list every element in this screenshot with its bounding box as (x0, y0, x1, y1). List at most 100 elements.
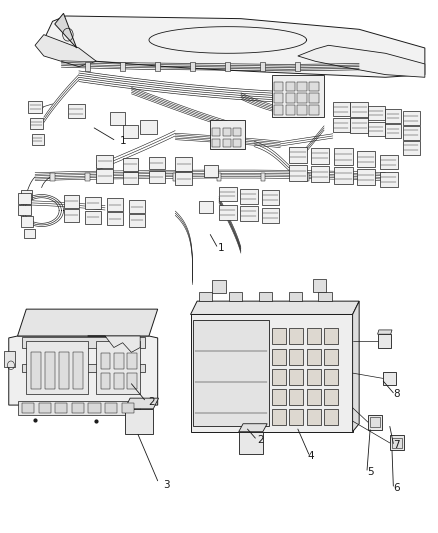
Bar (380, 155, 398, 169)
Bar (140, 120, 157, 134)
Bar (324, 369, 338, 385)
Bar (370, 417, 380, 427)
Bar (378, 334, 391, 348)
Bar (21, 216, 33, 227)
Bar (96, 169, 113, 183)
Bar (240, 206, 258, 221)
Bar (286, 82, 295, 91)
Bar (297, 93, 307, 103)
Bar (262, 208, 279, 223)
Bar (272, 349, 286, 365)
Bar (262, 190, 279, 205)
Bar (85, 62, 90, 71)
Bar (64, 195, 79, 208)
Bar (114, 353, 124, 369)
Bar (193, 320, 269, 426)
Bar (289, 165, 307, 181)
Bar (403, 111, 420, 125)
Bar (149, 157, 165, 169)
Bar (297, 105, 307, 115)
Bar (72, 403, 84, 413)
Bar (120, 62, 125, 71)
Bar (85, 211, 101, 224)
Bar (272, 328, 286, 344)
Bar (289, 409, 303, 425)
Bar (333, 102, 350, 116)
Bar (123, 125, 138, 138)
Bar (219, 187, 237, 201)
Bar (88, 403, 101, 413)
Bar (212, 139, 220, 147)
Text: 1: 1 (218, 243, 225, 253)
Bar (107, 212, 123, 225)
Bar (26, 341, 88, 394)
Polygon shape (55, 13, 77, 48)
Bar (324, 389, 338, 405)
Bar (30, 118, 43, 129)
Text: 7: 7 (393, 440, 400, 450)
Bar (21, 190, 32, 199)
Bar (233, 139, 241, 147)
Bar (233, 128, 241, 136)
Bar (64, 209, 79, 222)
Bar (212, 280, 226, 293)
Bar (350, 102, 368, 117)
Bar (334, 167, 353, 184)
Bar (289, 369, 303, 385)
Bar (259, 292, 272, 301)
Bar (68, 104, 85, 118)
Bar (240, 189, 258, 204)
Bar (334, 148, 353, 165)
Bar (368, 415, 382, 430)
Bar (348, 173, 353, 181)
Bar (295, 62, 300, 71)
Bar (274, 93, 283, 103)
Bar (313, 279, 326, 292)
Bar (45, 352, 55, 389)
Bar (311, 148, 329, 164)
Bar (289, 349, 303, 365)
Bar (261, 173, 265, 181)
Bar (309, 105, 319, 115)
Text: 8: 8 (393, 390, 400, 399)
Text: 5: 5 (367, 467, 374, 477)
Bar (307, 349, 321, 365)
Bar (190, 62, 195, 71)
Bar (223, 139, 231, 147)
Bar (175, 172, 192, 185)
Bar (403, 141, 420, 155)
Bar (289, 147, 307, 163)
Bar (309, 93, 319, 103)
Bar (357, 151, 375, 167)
Bar (225, 62, 230, 71)
Bar (274, 82, 283, 91)
Bar (286, 105, 295, 115)
Bar (127, 353, 137, 369)
Bar (73, 352, 83, 389)
Bar (96, 155, 113, 168)
Polygon shape (88, 336, 140, 352)
Bar (59, 352, 69, 389)
Bar (18, 205, 31, 215)
Bar (380, 172, 398, 187)
Bar (149, 171, 165, 183)
Polygon shape (18, 309, 158, 336)
Bar (383, 372, 396, 385)
Bar (199, 292, 212, 301)
Bar (385, 109, 401, 123)
Bar (85, 197, 101, 209)
Bar (289, 389, 303, 405)
Bar (155, 62, 160, 71)
Polygon shape (125, 398, 159, 409)
Bar (219, 205, 237, 220)
Text: 2: 2 (148, 398, 155, 407)
Bar (129, 214, 145, 227)
Bar (4, 351, 15, 367)
Bar (223, 128, 231, 136)
Bar (324, 349, 338, 365)
Bar (403, 126, 420, 140)
Bar (22, 364, 145, 372)
Bar (101, 373, 110, 389)
Bar (28, 101, 42, 113)
Bar (210, 120, 245, 149)
